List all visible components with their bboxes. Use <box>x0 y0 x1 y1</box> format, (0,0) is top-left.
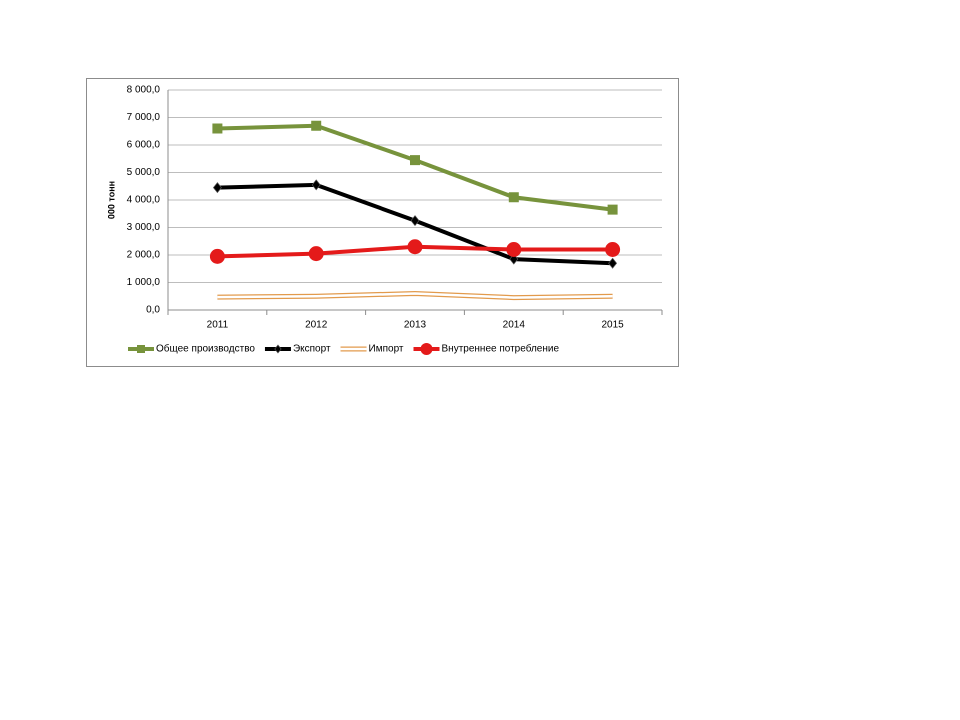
point <box>308 246 324 262</box>
legend-label: Экспорт <box>293 344 331 355</box>
x-tick-label: 2012 <box>305 320 328 331</box>
y-tick-label: 2 000,0 <box>127 250 161 261</box>
chart-frame <box>86 78 679 367</box>
y-tick-label: 1 000,0 <box>127 277 161 288</box>
point <box>607 204 618 215</box>
legend-label: Общее производство <box>156 343 255 355</box>
point <box>605 242 621 257</box>
legend-label: Внутреннее потребление <box>442 343 560 355</box>
point <box>311 179 321 191</box>
point <box>506 242 522 257</box>
point <box>212 182 222 194</box>
y-axis-title: 000 тонн <box>106 181 116 219</box>
point <box>608 257 618 269</box>
x-tick-label: 2015 <box>601 320 624 331</box>
y-tick-label: 0,0 <box>146 305 160 316</box>
point <box>209 248 225 264</box>
y-tick-label: 5 000,0 <box>127 167 161 178</box>
point <box>410 155 420 166</box>
point <box>212 123 223 134</box>
y-tick-label: 6 000,0 <box>127 140 161 151</box>
y-tick-label: 8 000,0 <box>127 85 161 96</box>
y-tick-label: 4 000,0 <box>127 195 161 206</box>
point <box>508 192 519 203</box>
legend-label: Импорт <box>369 344 404 355</box>
legend-marker <box>420 343 433 355</box>
series-line-inner <box>217 292 613 299</box>
y-tick-label: 3 000,0 <box>127 222 161 233</box>
x-tick-label: 2011 <box>207 320 229 331</box>
point <box>311 120 322 131</box>
x-tick-label: 2014 <box>503 320 526 331</box>
point <box>410 215 420 227</box>
legend-marker <box>137 345 145 353</box>
legend-marker <box>274 344 282 354</box>
point <box>407 239 423 255</box>
y-tick-label: 7 000,0 <box>127 112 161 123</box>
x-tick-label: 2013 <box>404 320 427 331</box>
